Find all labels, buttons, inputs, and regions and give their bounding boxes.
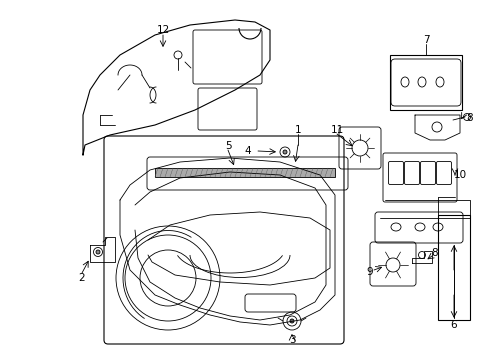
Text: 7: 7 bbox=[422, 35, 428, 45]
Circle shape bbox=[96, 250, 100, 254]
Circle shape bbox=[283, 150, 286, 154]
Text: 11: 11 bbox=[330, 125, 343, 135]
Bar bbox=[155, 168, 334, 177]
Text: 3: 3 bbox=[288, 335, 295, 345]
Text: 9: 9 bbox=[366, 267, 372, 277]
Text: 8: 8 bbox=[431, 248, 437, 258]
Text: 2: 2 bbox=[79, 273, 85, 283]
Bar bbox=[437, 215, 469, 320]
Bar bbox=[389, 55, 461, 110]
Text: 1: 1 bbox=[294, 125, 301, 135]
Text: 5: 5 bbox=[224, 141, 231, 151]
Text: 4: 4 bbox=[244, 146, 251, 156]
Text: 6: 6 bbox=[450, 320, 456, 330]
Text: 12: 12 bbox=[156, 25, 169, 35]
Text: 8: 8 bbox=[466, 113, 472, 123]
Circle shape bbox=[289, 319, 293, 323]
Text: 10: 10 bbox=[452, 170, 466, 180]
